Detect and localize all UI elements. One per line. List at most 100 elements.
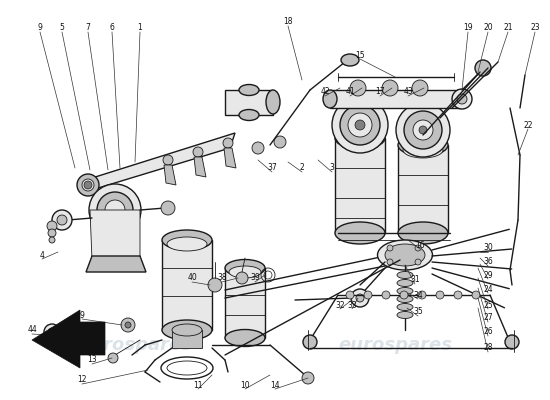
Ellipse shape bbox=[225, 260, 265, 276]
Circle shape bbox=[48, 328, 56, 336]
Ellipse shape bbox=[335, 127, 385, 149]
Text: 12: 12 bbox=[77, 376, 87, 384]
Text: 9: 9 bbox=[80, 310, 85, 320]
Ellipse shape bbox=[172, 324, 202, 336]
Circle shape bbox=[252, 142, 264, 154]
Ellipse shape bbox=[397, 288, 413, 294]
Bar bbox=[172, 330, 202, 348]
Circle shape bbox=[387, 245, 393, 251]
Text: 6: 6 bbox=[109, 24, 114, 32]
Ellipse shape bbox=[239, 110, 259, 120]
Text: 2: 2 bbox=[300, 164, 304, 172]
Ellipse shape bbox=[341, 54, 359, 66]
Polygon shape bbox=[32, 310, 105, 368]
Bar bbox=[225, 90, 273, 115]
Bar bbox=[335, 138, 385, 233]
Circle shape bbox=[68, 331, 80, 343]
Circle shape bbox=[84, 181, 92, 189]
Ellipse shape bbox=[397, 296, 413, 302]
Text: 38: 38 bbox=[217, 274, 227, 282]
Ellipse shape bbox=[162, 230, 212, 250]
Circle shape bbox=[48, 229, 56, 237]
Text: 37: 37 bbox=[267, 164, 277, 172]
Polygon shape bbox=[164, 165, 176, 185]
Text: 10: 10 bbox=[240, 380, 250, 390]
Ellipse shape bbox=[97, 192, 133, 228]
Text: 16: 16 bbox=[415, 240, 425, 250]
Polygon shape bbox=[86, 256, 146, 272]
Text: 1: 1 bbox=[138, 24, 142, 32]
Ellipse shape bbox=[77, 174, 99, 196]
Circle shape bbox=[418, 291, 426, 299]
Circle shape bbox=[472, 291, 480, 299]
Circle shape bbox=[47, 221, 57, 231]
Circle shape bbox=[400, 291, 408, 299]
Circle shape bbox=[364, 291, 372, 299]
Circle shape bbox=[413, 120, 433, 140]
Text: 14: 14 bbox=[270, 380, 280, 390]
Ellipse shape bbox=[335, 222, 385, 244]
Text: 11: 11 bbox=[193, 380, 203, 390]
Circle shape bbox=[412, 80, 428, 96]
Bar bbox=[225, 268, 265, 338]
Circle shape bbox=[382, 291, 390, 299]
Text: 42: 42 bbox=[320, 88, 330, 96]
Text: 45: 45 bbox=[53, 326, 63, 334]
Text: 17: 17 bbox=[375, 88, 385, 96]
Circle shape bbox=[351, 289, 369, 307]
Ellipse shape bbox=[323, 90, 337, 108]
Ellipse shape bbox=[453, 90, 467, 108]
Text: 35: 35 bbox=[413, 308, 423, 316]
Ellipse shape bbox=[397, 304, 413, 310]
Ellipse shape bbox=[377, 240, 432, 270]
Text: eurospares: eurospares bbox=[78, 336, 192, 354]
Text: 4: 4 bbox=[40, 250, 45, 260]
Circle shape bbox=[415, 259, 421, 265]
Circle shape bbox=[355, 120, 365, 130]
Polygon shape bbox=[224, 148, 236, 168]
Circle shape bbox=[208, 278, 222, 292]
Text: 25: 25 bbox=[483, 300, 493, 310]
Ellipse shape bbox=[229, 266, 261, 278]
Ellipse shape bbox=[332, 97, 388, 153]
Circle shape bbox=[303, 335, 317, 349]
Text: 27: 27 bbox=[483, 314, 493, 322]
Circle shape bbox=[125, 322, 131, 328]
Ellipse shape bbox=[475, 60, 491, 76]
Circle shape bbox=[161, 201, 175, 215]
Text: 32: 32 bbox=[335, 300, 345, 310]
Ellipse shape bbox=[340, 105, 380, 145]
Circle shape bbox=[44, 324, 60, 340]
Ellipse shape bbox=[89, 184, 141, 236]
Text: 41: 41 bbox=[345, 88, 355, 96]
Ellipse shape bbox=[266, 90, 280, 114]
Circle shape bbox=[302, 372, 314, 384]
Circle shape bbox=[57, 215, 67, 225]
Text: 21: 21 bbox=[503, 24, 513, 32]
Text: 9: 9 bbox=[37, 24, 42, 32]
Ellipse shape bbox=[163, 155, 173, 165]
Ellipse shape bbox=[167, 237, 207, 251]
Circle shape bbox=[387, 259, 393, 265]
Circle shape bbox=[454, 291, 462, 299]
Circle shape bbox=[346, 291, 354, 299]
Ellipse shape bbox=[162, 320, 212, 340]
Text: 3: 3 bbox=[329, 164, 334, 172]
Text: 26: 26 bbox=[483, 328, 493, 336]
Circle shape bbox=[108, 353, 118, 363]
Text: 39: 39 bbox=[250, 274, 260, 282]
Text: 20: 20 bbox=[483, 24, 493, 32]
Text: 13: 13 bbox=[87, 356, 97, 364]
Text: 40: 40 bbox=[187, 274, 197, 282]
Circle shape bbox=[452, 89, 472, 109]
Text: 31: 31 bbox=[410, 276, 420, 284]
Text: 29: 29 bbox=[483, 270, 493, 280]
Text: 33: 33 bbox=[347, 300, 357, 310]
Circle shape bbox=[236, 272, 248, 284]
Ellipse shape bbox=[385, 244, 425, 266]
Text: 15: 15 bbox=[355, 50, 365, 60]
Ellipse shape bbox=[396, 103, 450, 157]
Ellipse shape bbox=[223, 138, 233, 148]
Circle shape bbox=[105, 200, 125, 220]
Circle shape bbox=[505, 335, 519, 349]
